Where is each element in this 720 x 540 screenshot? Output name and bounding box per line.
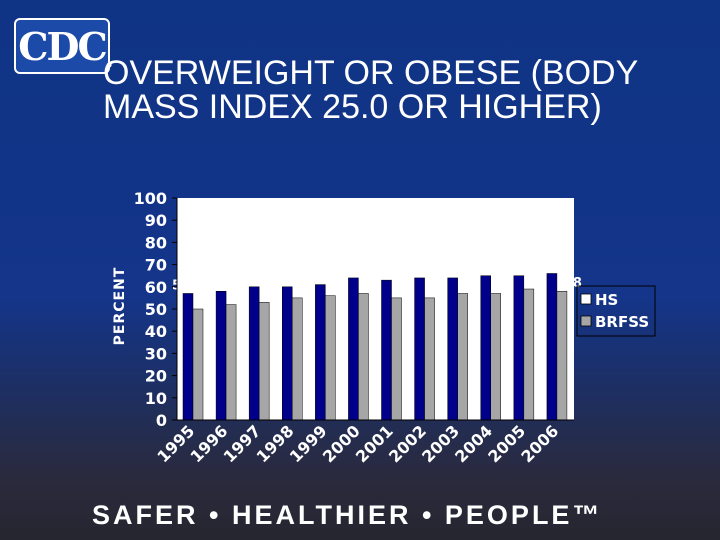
slide-title-text: OVERWEIGHT OR OBESE (BODY MASS INDEX 25.… [103, 54, 638, 126]
data-label-brfss: 53 [266, 287, 284, 302]
data-label-hs: 64 [404, 263, 422, 278]
bar-hs [348, 277, 359, 421]
data-label-hs: 65 [503, 261, 521, 276]
x-tick-label: 2002 [385, 421, 430, 466]
bar-hs [480, 275, 491, 421]
y-tick-label: 30 [145, 344, 167, 363]
y-tick-label: 70 [145, 256, 167, 275]
data-label-hs: 64 [337, 263, 355, 278]
y-tick-label: 10 [145, 389, 167, 408]
bar-brfss [292, 297, 303, 421]
y-tick-label: 100 [134, 189, 167, 208]
footer-slogan: SAFER • HEALTHIER • PEOPLE™ [92, 500, 603, 530]
x-tick-label: 2006 [517, 421, 562, 466]
data-label-hs: 63 [370, 265, 388, 280]
data-label-brfss: 58 [564, 276, 582, 291]
bar-brfss [358, 293, 369, 421]
x-tick-label: 1997 [220, 421, 265, 466]
bar-hs [414, 277, 425, 421]
x-tick-label: 2004 [451, 421, 496, 466]
data-label-brfss: 59 [531, 274, 549, 289]
cdc-logo: CDC [14, 18, 110, 74]
bar-hs [248, 286, 260, 421]
x-tick-label: 1998 [253, 421, 298, 466]
bar-brfss [192, 308, 204, 421]
data-label-hs: 60 [271, 272, 289, 287]
legend-swatch-hs [580, 293, 592, 305]
y-tick-label: 80 [145, 233, 167, 252]
data-label-brfss: 57 [365, 278, 383, 293]
bar-brfss [391, 297, 402, 421]
data-label-brfss: 55 [398, 283, 416, 298]
data-label-hs: 58 [205, 276, 223, 291]
y-tick-label: 50 [145, 300, 167, 319]
data-label-brfss: 57 [465, 278, 483, 293]
data-label-brfss: 52 [233, 290, 251, 305]
x-tick-label: 1996 [187, 421, 232, 466]
data-label-brfss: 55 [299, 283, 317, 298]
legend-box [576, 285, 656, 337]
y-tick-label: 20 [145, 367, 167, 386]
y-tick-label: 40 [145, 322, 167, 341]
bar-brfss [325, 295, 336, 421]
x-tick-label: 2003 [418, 421, 463, 466]
data-label-brfss: 56 [332, 281, 350, 296]
bar-brfss [457, 293, 468, 421]
data-label-hs: 66 [536, 258, 554, 273]
bar-hs [447, 277, 458, 421]
title-bullet-icon: • [106, 55, 113, 75]
legend-label-hs: HS [595, 291, 618, 309]
x-tick-label: 2005 [484, 421, 529, 466]
y-tick-label: 0 [156, 411, 167, 430]
bar-hs [282, 286, 293, 421]
data-label-brfss: 50 [200, 294, 218, 309]
slide-title: • OVERWEIGHT OR OBESE (BODY MASS INDEX 2… [103, 54, 703, 126]
data-label-hs: 61 [304, 270, 322, 285]
bar-brfss [556, 290, 568, 421]
data-label-hs: 64 [437, 263, 455, 278]
y-axis-label: PERCENT [112, 267, 128, 346]
bar-hs [546, 273, 558, 421]
data-label-hs: 65 [470, 261, 488, 276]
bar-brfss [258, 302, 270, 421]
data-label-hs: 60 [238, 272, 256, 287]
bar-hs [215, 290, 227, 421]
bar-hs [513, 275, 525, 421]
bar-brfss [225, 304, 237, 421]
bar-hs [182, 293, 194, 421]
y-tick-label: 90 [145, 211, 167, 230]
y-tick-label: 60 [145, 278, 167, 297]
x-tick-label: 2000 [319, 421, 364, 466]
data-label-brfss: 55 [432, 283, 450, 298]
data-label-brfss: 57 [498, 278, 516, 293]
bar-hs [381, 279, 392, 421]
legend-swatch-brfss [580, 315, 592, 327]
x-tick-label: 2001 [352, 421, 397, 466]
bar-brfss [424, 297, 435, 421]
bar-brfss [490, 293, 501, 421]
x-tick-label: 1999 [286, 421, 331, 466]
bar-hs [315, 284, 326, 421]
plot-area [177, 198, 574, 420]
bar-brfss [523, 288, 535, 421]
legend-label-brfss: BRFSS [595, 313, 649, 331]
cdc-logo-text: CDC [18, 23, 107, 69]
data-label-hs: 57 [172, 278, 190, 293]
